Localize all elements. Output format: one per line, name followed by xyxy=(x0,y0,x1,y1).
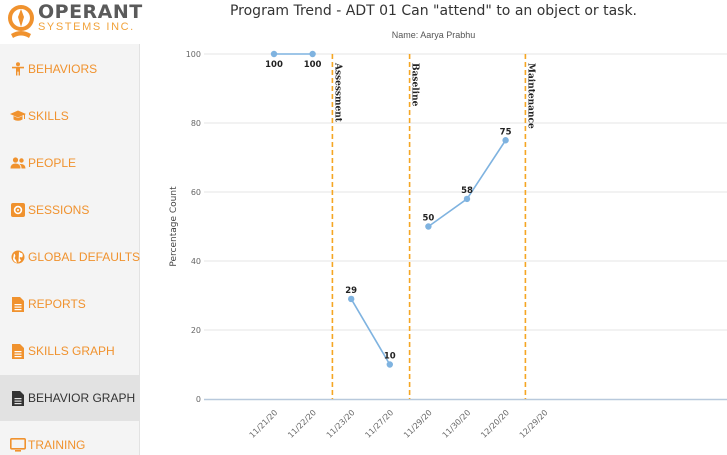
sidebar-item-reports[interactable]: REPORTS xyxy=(0,281,140,327)
data-label: 10 xyxy=(384,352,396,362)
data-label: 100 xyxy=(304,60,322,70)
phase-label: Baseline xyxy=(410,63,420,107)
sidebar-item-label: BEHAVIORS xyxy=(28,62,98,76)
sidebar-item-sessions[interactable]: SESSIONS xyxy=(0,187,140,233)
document-icon xyxy=(10,390,26,406)
y-tick-label: 40 xyxy=(191,257,201,266)
phase-label: Maintenance xyxy=(525,63,535,129)
sidebar-item-global-defaults[interactable]: GLOBAL DEFAULTS xyxy=(0,234,140,280)
x-tick-label: 11/27/20 xyxy=(363,408,395,440)
y-tick-label: 60 xyxy=(191,188,201,197)
document-icon xyxy=(10,296,26,312)
sidebar-item-label: SKILLS xyxy=(28,109,69,123)
sidebar-item-label: REPORTS xyxy=(28,297,86,311)
x-tick-label: 12/29/20 xyxy=(518,408,550,440)
chart-subtitle: Name: Aarya Prabhu xyxy=(391,30,476,40)
y-tick-label: 20 xyxy=(191,326,201,335)
globe-icon xyxy=(10,249,26,265)
data-point xyxy=(425,223,432,230)
chart-title: Program Trend - ADT 01 Can "attend" to a… xyxy=(229,3,638,19)
x-tick-label: 11/22/20 xyxy=(286,408,318,440)
y-tick-label: 100 xyxy=(186,50,201,59)
series-line xyxy=(350,298,391,365)
x-tick-label: 12/20/20 xyxy=(479,408,511,440)
x-tick-label: 11/23/20 xyxy=(325,408,357,440)
data-point xyxy=(309,50,316,58)
series-line xyxy=(427,139,507,228)
x-tick-label: 11/21/20 xyxy=(248,408,280,440)
data-point xyxy=(270,50,278,58)
sidebar-item-label: GLOBAL DEFAULTS xyxy=(28,250,141,264)
sidebar-item-label: SESSIONS xyxy=(28,203,90,217)
data-label: 58 xyxy=(461,186,473,196)
brand-subtitle: SYSTEMS INC. xyxy=(38,21,135,33)
brand-logo[interactable]: OPERANT SYSTEMS INC. xyxy=(0,0,143,44)
sidebar-item-skills-graph[interactable]: SKILLS GRAPH xyxy=(0,328,140,374)
data-label: 29 xyxy=(345,286,357,296)
data-label: 100 xyxy=(265,60,283,70)
data-label: 75 xyxy=(500,127,512,137)
sidebar: OPERANT SYSTEMS INC. BEHAVIORS SKILLS PE… xyxy=(0,0,143,455)
gear-square-icon xyxy=(10,202,26,218)
phase-label: Assessment xyxy=(332,62,342,123)
sidebar-item-behaviors[interactable]: BEHAVIORS xyxy=(0,46,140,92)
brand-name: OPERANT xyxy=(38,1,143,23)
data-point xyxy=(502,137,509,144)
data-point xyxy=(386,361,393,368)
sidebar-item-label: SKILLS GRAPH xyxy=(28,344,115,358)
sidebar-item-label: TRAINING xyxy=(28,438,86,452)
y-tick-label: 80 xyxy=(191,119,201,128)
sidebar-item-people[interactable]: PEOPLE xyxy=(0,140,140,186)
y-axis-title: Percentage Count xyxy=(169,186,179,267)
data-point xyxy=(348,295,355,303)
sidebar-item-training[interactable]: TRAINING xyxy=(0,422,140,455)
y-tick-label: 0 xyxy=(196,395,201,404)
logo-mark-icon xyxy=(8,5,34,38)
document-icon xyxy=(10,343,26,359)
graduation-cap-icon xyxy=(10,108,26,124)
users-icon xyxy=(10,155,26,171)
x-tick-label: 11/29/20 xyxy=(402,408,434,440)
monitor-icon xyxy=(10,437,26,453)
sidebar-item-behavior-graph[interactable]: BEHAVIOR GRAPH xyxy=(0,375,140,421)
data-label: 50 xyxy=(422,214,434,224)
sidebar-item-label: BEHAVIOR GRAPH xyxy=(28,391,136,405)
person-icon xyxy=(10,61,26,77)
data-point xyxy=(463,195,471,203)
sidebar-item-skills[interactable]: SKILLS xyxy=(0,93,140,139)
x-tick-label: 11/30/20 xyxy=(441,408,473,440)
sidebar-item-label: PEOPLE xyxy=(28,156,77,170)
